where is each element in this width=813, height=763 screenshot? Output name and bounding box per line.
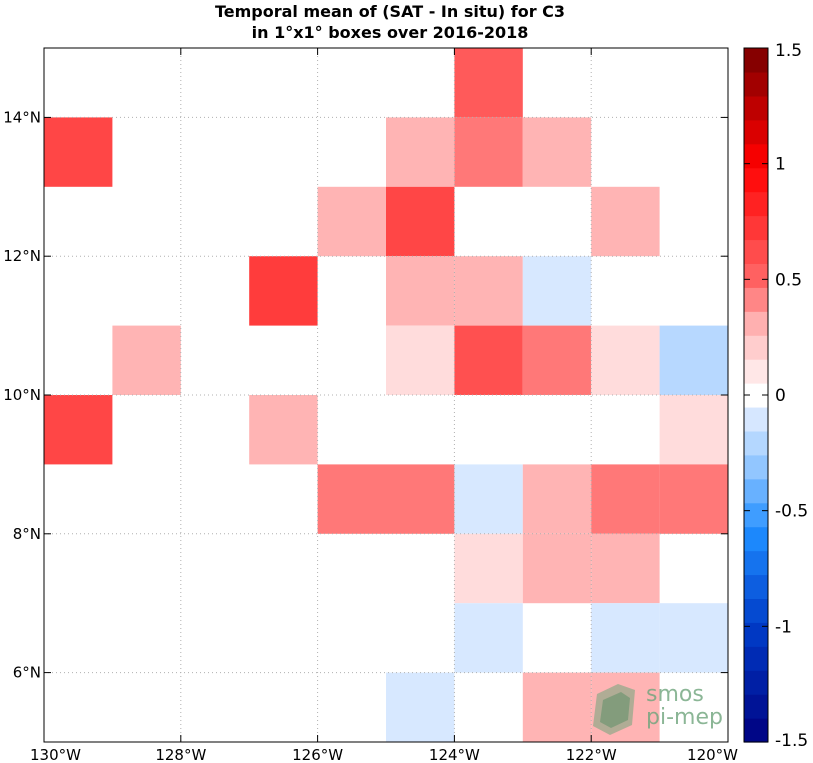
heatmap-cell xyxy=(454,256,523,326)
colorbar-segment xyxy=(744,670,768,695)
heatmap-cell xyxy=(386,325,455,395)
colorbar-segment xyxy=(744,598,768,623)
colorbar-segment xyxy=(744,239,768,264)
chart-title: Temporal mean of (SAT - In situ) for C3 … xyxy=(215,2,565,42)
colorbar-tick-label: -1 xyxy=(775,617,792,637)
colorbar-segment xyxy=(744,574,768,600)
heatmap-cell xyxy=(522,533,592,604)
heatmap-cell xyxy=(386,186,455,257)
x-tick-label: 120°W xyxy=(687,746,738,763)
heatmap-cell xyxy=(454,464,523,534)
heatmap-cell xyxy=(591,533,660,604)
colorbar-tick-label: 1 xyxy=(775,155,786,175)
heatmap-cells xyxy=(44,48,728,742)
colorbar-tick-label: -1.5 xyxy=(775,731,808,751)
x-tick-label: 122°W xyxy=(566,746,617,763)
heatmap-cell xyxy=(386,256,455,326)
colorbar-segment xyxy=(744,48,768,73)
colorbar-segment xyxy=(744,263,768,288)
y-tick-label: 12°N xyxy=(3,247,41,265)
chart-title-line-1: Temporal mean of (SAT - In situ) for C3 xyxy=(215,2,565,21)
colorbar-segment xyxy=(744,454,768,480)
x-tick-label: 124°W xyxy=(429,746,480,763)
heatmap-cell xyxy=(591,464,660,534)
logo-text-pimep: pi-mep xyxy=(646,705,723,730)
heatmap-cell xyxy=(386,117,455,187)
colorbar-segment xyxy=(744,143,768,169)
heatmap-cell xyxy=(112,325,181,395)
colorbar-segment xyxy=(744,430,768,456)
colorbar-segment xyxy=(744,550,768,576)
heatmap-cell xyxy=(44,395,113,465)
heatmap-cell xyxy=(454,603,523,673)
heatmap-cell xyxy=(591,325,660,395)
x-tick-label: 128°W xyxy=(155,746,206,763)
heatmap-cell xyxy=(386,464,455,534)
colorbar-segment xyxy=(744,167,768,193)
axis-ticks: 130°W 128°W 126°W 124°W 122°W 120°W 6°N 8°N 10°N… xyxy=(3,48,738,763)
colorbar-segment xyxy=(744,694,768,719)
heatmap-cell xyxy=(659,603,728,673)
heatmap-cell xyxy=(659,325,728,395)
chart-title-line-2: in 1°x1° boxes over 2016-2018 xyxy=(252,23,529,42)
logo-icon xyxy=(593,684,635,735)
heatmap-cell xyxy=(659,395,728,465)
colorbar-segment xyxy=(744,191,768,217)
logo-text-smos: smos xyxy=(646,682,704,707)
heatmap-cell xyxy=(522,325,592,395)
smos-pi-mep-logo: smos pi-mep xyxy=(593,682,723,735)
heatmap-cell xyxy=(317,186,386,257)
y-tick-label: 8°N xyxy=(13,525,41,543)
heatmap-cell xyxy=(249,256,318,326)
heatmap-cell xyxy=(454,325,523,395)
heatmap-cell xyxy=(454,48,523,118)
heatmap-cell xyxy=(44,117,113,187)
y-tick-label: 6°N xyxy=(13,664,41,682)
colorbar-segment xyxy=(744,95,768,121)
colorbar-segment xyxy=(744,502,768,528)
colorbar-segment xyxy=(744,311,768,336)
logo-icon-inner xyxy=(600,692,630,728)
heatmap-cell xyxy=(522,256,592,326)
heatmap-cell xyxy=(317,464,386,534)
heatmap-cell xyxy=(522,117,592,187)
colorbar-segment xyxy=(744,71,768,97)
colorbar-segment xyxy=(744,478,768,504)
colorbar-segment xyxy=(744,646,768,671)
heatmap-cell xyxy=(659,464,728,534)
colorbar-segment xyxy=(744,406,768,432)
heatmap-cell xyxy=(522,672,592,742)
heatmap-cell xyxy=(249,395,318,465)
colorbar-tick-label: -0.5 xyxy=(775,502,808,522)
heatmap-cell xyxy=(454,533,523,604)
colorbar: 1.5 1 0.5 0 -0.5 -1 -1.5 xyxy=(743,41,808,751)
colorbar-tick-label: 1.5 xyxy=(775,41,802,61)
heatmap-cell xyxy=(591,186,660,257)
colorbar-segment xyxy=(744,718,768,743)
colorbar-tick-label: 0.5 xyxy=(775,270,802,290)
colorbar-segment xyxy=(744,526,768,552)
colorbar-segment xyxy=(744,119,768,145)
heatmap-cell xyxy=(386,672,455,742)
y-tick-label: 14°N xyxy=(3,108,41,126)
colorbar-segment xyxy=(744,335,768,360)
x-tick-label: 130°W xyxy=(30,746,81,763)
colorbar-tick-label: 0 xyxy=(775,386,786,406)
heatmap-cell xyxy=(454,117,523,187)
x-tick-label: 126°W xyxy=(292,746,343,763)
heatmap-cell xyxy=(591,603,660,673)
colorbar-segment xyxy=(744,287,768,312)
y-tick-label: 10°N xyxy=(3,386,41,404)
heatmap-cell xyxy=(522,464,592,534)
colorbar-segment xyxy=(744,215,768,241)
colorbar-segment xyxy=(744,359,768,384)
